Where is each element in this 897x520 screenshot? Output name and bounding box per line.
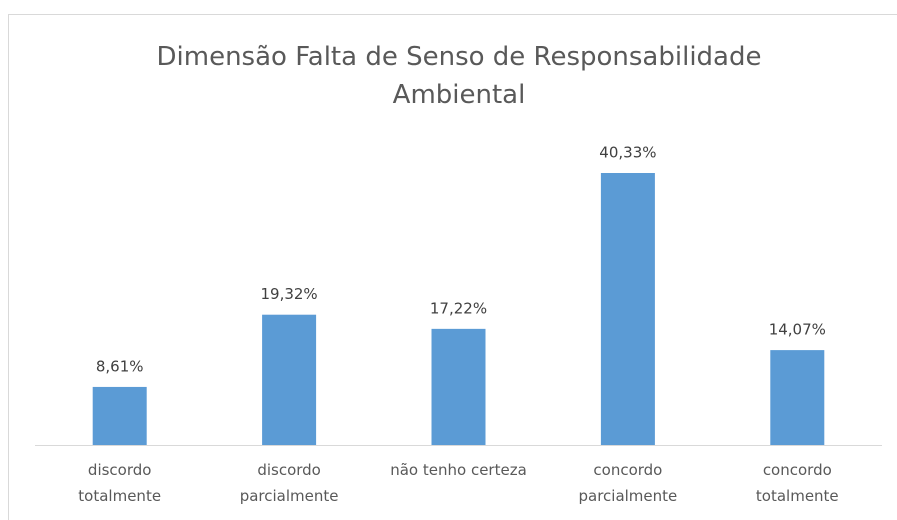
chart-title: Dimensão Falta de Senso de Responsabilid… [156, 42, 762, 110]
x-tick-label: concordo parcialmente [578, 461, 678, 505]
data-label: 17,22% [430, 299, 487, 317]
data-label: 8,61% [96, 357, 144, 375]
x-tick-label: não tenho certeza [390, 461, 527, 479]
x-tick-label: concordo totalmente [755, 461, 839, 505]
data-label: 40,33% [599, 144, 656, 162]
bar [262, 314, 317, 445]
bar [92, 386, 147, 445]
data-label: 14,07% [769, 321, 826, 339]
bar [600, 173, 655, 445]
bar [431, 328, 486, 445]
bar [770, 350, 825, 445]
x-tick-label: discordo totalmente [78, 461, 162, 505]
x-tick-label: discordo parcialmente [239, 461, 339, 505]
data-label: 19,32% [260, 285, 317, 303]
